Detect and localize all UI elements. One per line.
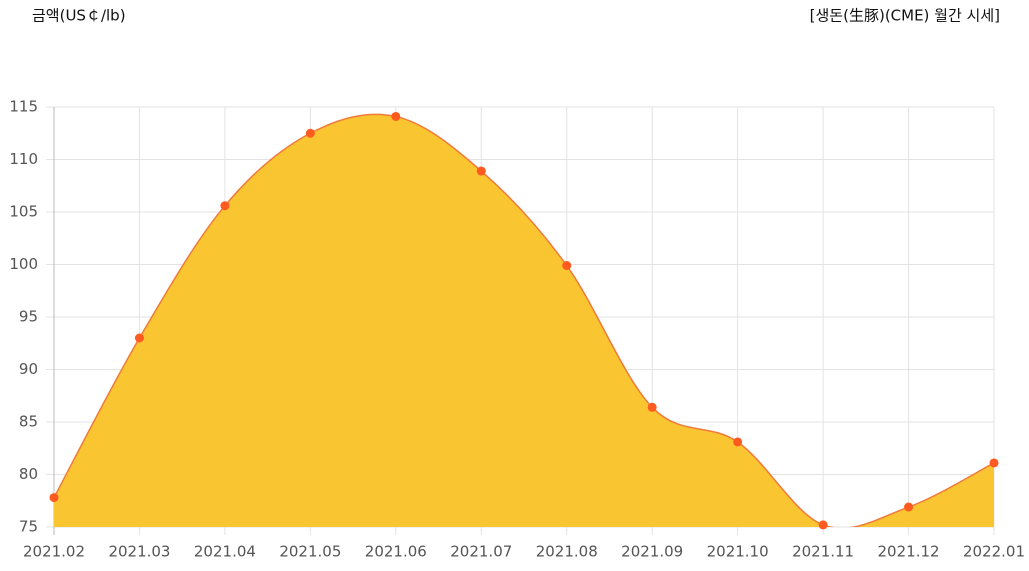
data-point (818, 520, 828, 530)
y-tick-label: 75 (19, 518, 38, 536)
x-tick-label: 2022.01 (963, 543, 1025, 561)
data-point (49, 493, 59, 503)
y-tick-label: 100 (9, 255, 38, 273)
y-tick-label: 115 (9, 98, 38, 116)
data-point (904, 502, 914, 512)
x-tick-label: 2021.12 (878, 543, 940, 561)
overlay: 75 80 85 90 95 100 105 110 115 2021.02 2021.03 2021… (9, 98, 1025, 561)
data-point (562, 261, 572, 271)
x-tick-label: 2021.06 (365, 543, 427, 561)
data-point (647, 402, 657, 412)
chart-title: [생돈(生豚)(CME) 월간 시세] (810, 7, 1000, 25)
y-axis-label: 금액(US￠/lb) (32, 7, 126, 25)
data-point (989, 458, 999, 468)
x-tick-label: 2021.05 (279, 543, 341, 561)
y-tick-label: 80 (19, 465, 38, 483)
y-tick-label: 110 (9, 150, 38, 168)
y-tick-label: 85 (19, 413, 38, 431)
x-tick-label: 2021.11 (792, 543, 854, 561)
y-tick-label: 90 (19, 360, 38, 378)
data-point (134, 333, 144, 343)
data-point (733, 437, 743, 447)
x-tick-label: 2021.08 (536, 543, 598, 561)
data-point (305, 128, 315, 138)
area-fill (54, 114, 994, 527)
x-tick-label: 2021.03 (108, 543, 170, 561)
y-tick-label: 105 (9, 203, 38, 221)
data-point (391, 111, 401, 121)
data-point (220, 201, 230, 211)
x-tick-label: 2021.02 (23, 543, 85, 561)
x-tick-label: 2021.07 (450, 543, 512, 561)
x-tick-label: 2021.04 (194, 543, 256, 561)
data-point (476, 166, 486, 176)
x-tick-label: 2021.10 (707, 543, 769, 561)
x-tick-label: 2021.09 (621, 543, 683, 561)
plot-area (54, 113, 994, 527)
y-tick-label: 95 (19, 308, 38, 326)
